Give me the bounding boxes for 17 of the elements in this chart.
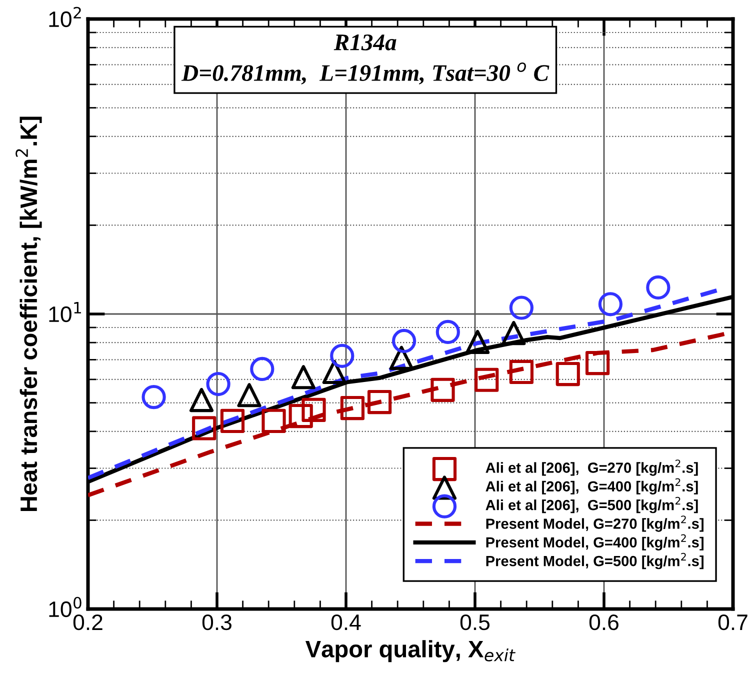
x-tick-label: 0.5 — [460, 614, 490, 630]
legend-label: Ali et al [206], G=270 [kg/m$^{2}$.s] — [486, 460, 698, 476]
legend-label: Ali et al [206], G=400 [kg/m$^{2}$.s] — [486, 478, 698, 494]
y-tick-label: 10$^{2}$ — [49, 6, 81, 28]
annotation: D=0.781mm, L=191mm, Tsat=30 $^{o}$ C — [181, 62, 550, 84]
y-tick-label: 10$^{1}$ — [49, 302, 81, 322]
legend-label: Present Model, G=270 [kg/m$^{2}$.s] — [486, 516, 704, 532]
y-axis-title: Heat transfer coefficient, [kW/m$^{2}$.K] — [16, 116, 42, 511]
x-tick-label: 0.3 — [202, 614, 232, 630]
legend-label: Ali et al [206], G=500 [kg/m$^{2}$.s] — [486, 496, 698, 514]
x-tick-label: 0.7 — [718, 614, 748, 630]
annotation: R134a — [334, 34, 396, 50]
x-tick-label: 0.6 — [589, 614, 618, 630]
legend-label: Present Model, G=500 [kg/m$^{2}$.s] — [486, 552, 704, 570]
x-tick-label: 0.4 — [331, 614, 361, 630]
legend-label: Present Model, G=400 [kg/m$^{2}$.s] — [486, 534, 704, 550]
x-axis-title: Vapor quality, X$_{exit}$ — [305, 640, 516, 662]
